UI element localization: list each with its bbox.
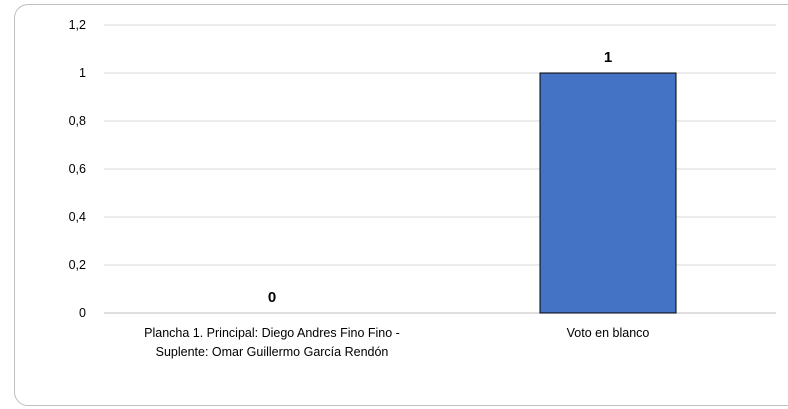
y-tick-label: 0,4 <box>69 210 86 224</box>
y-tick-label: 0,2 <box>69 258 86 272</box>
bar <box>539 72 677 314</box>
category-label-line: Suplente: Omar Guillermo García Rendón <box>156 345 389 359</box>
y-axis-ticks: 0 0,2 0,4 0,6 0,8 1 1,2 <box>69 18 86 320</box>
y-tick-label: 0,8 <box>69 114 86 128</box>
category-label: Plancha 1. Principal: Diego Andres Fino … <box>144 326 400 359</box>
y-tick-label: 0 <box>79 306 86 320</box>
data-label: 0 <box>268 289 276 306</box>
y-tick-label: 1 <box>79 66 86 80</box>
x-axis-categories: Plancha 1. Principal: Diego Andres Fino … <box>144 326 649 359</box>
y-tick-label: 1,2 <box>69 18 86 32</box>
data-label: 1 <box>604 49 612 66</box>
category-label-line: Plancha 1. Principal: Diego Andres Fino … <box>144 326 400 340</box>
category-label-line: Voto en blanco <box>567 326 650 340</box>
bars <box>539 72 677 314</box>
data-labels: 01 <box>268 49 612 306</box>
y-tick-label: 0,6 <box>69 162 86 176</box>
category-label: Voto en blanco <box>567 326 650 340</box>
